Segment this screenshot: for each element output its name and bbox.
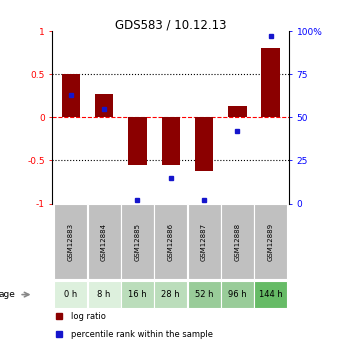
Text: GSM12885: GSM12885 <box>135 223 140 261</box>
Text: 96 h: 96 h <box>228 290 247 299</box>
Bar <box>154 204 187 279</box>
Text: GSM12887: GSM12887 <box>201 223 207 261</box>
Text: percentile rank within the sample: percentile rank within the sample <box>71 330 213 339</box>
Bar <box>54 281 87 308</box>
Bar <box>121 281 154 308</box>
Bar <box>154 281 187 308</box>
Text: 0 h: 0 h <box>64 290 77 299</box>
Bar <box>228 106 246 117</box>
Text: GSM12883: GSM12883 <box>68 223 74 261</box>
Bar <box>262 48 280 117</box>
Text: 16 h: 16 h <box>128 290 147 299</box>
Bar <box>188 204 220 279</box>
Bar <box>62 74 80 117</box>
Bar <box>254 281 287 308</box>
Text: GSM12886: GSM12886 <box>168 223 174 261</box>
Bar <box>54 204 87 279</box>
Bar <box>195 117 213 171</box>
Text: 144 h: 144 h <box>259 290 283 299</box>
Bar <box>221 204 254 279</box>
Text: 8 h: 8 h <box>97 290 111 299</box>
Bar <box>162 117 180 165</box>
Bar <box>121 204 154 279</box>
Bar <box>128 117 147 165</box>
Text: age: age <box>0 290 16 299</box>
Text: log ratio: log ratio <box>71 312 106 321</box>
Bar <box>254 204 287 279</box>
Title: GDS583 / 10.12.13: GDS583 / 10.12.13 <box>115 18 226 31</box>
Text: GSM12884: GSM12884 <box>101 223 107 261</box>
Text: 28 h: 28 h <box>161 290 180 299</box>
Bar <box>188 281 220 308</box>
Text: 52 h: 52 h <box>195 290 213 299</box>
Bar <box>221 281 254 308</box>
Bar <box>88 204 121 279</box>
Text: GSM12889: GSM12889 <box>268 223 274 261</box>
Text: GSM12888: GSM12888 <box>234 223 240 261</box>
Bar <box>95 94 113 117</box>
Bar <box>88 281 121 308</box>
